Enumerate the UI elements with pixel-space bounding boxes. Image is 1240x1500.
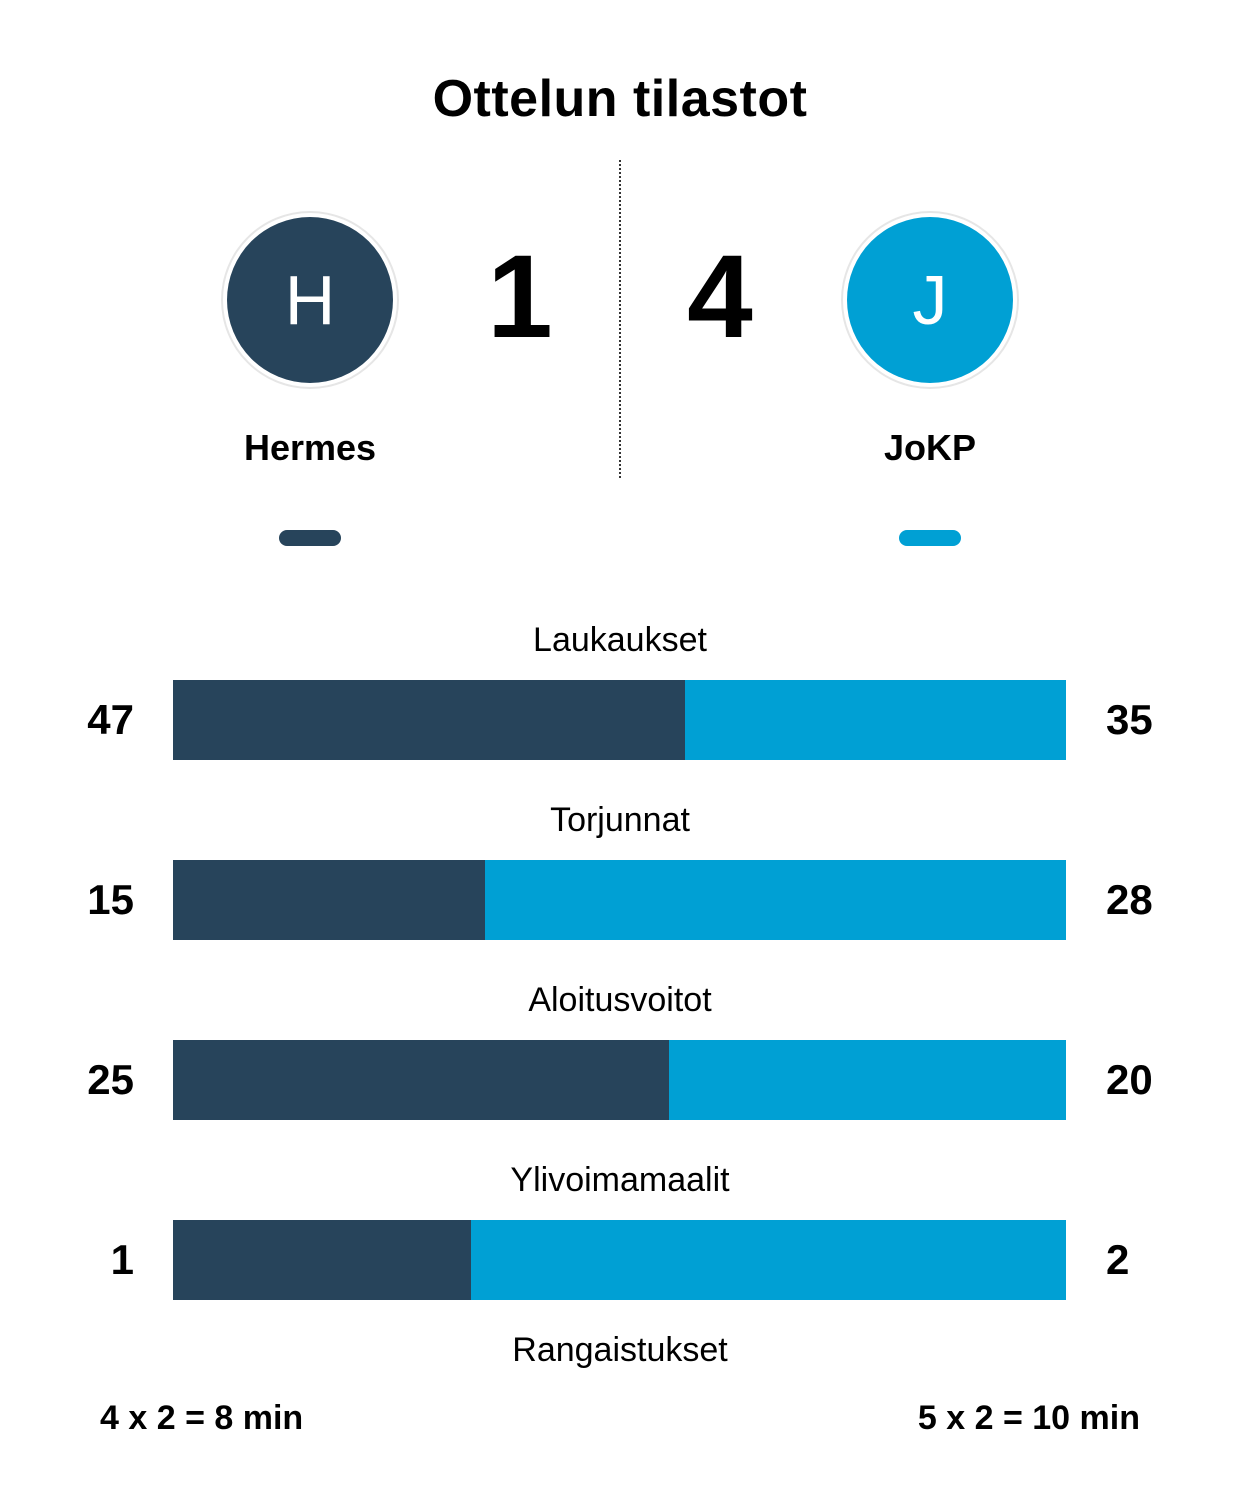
score-divider [619,160,621,478]
stat-home-value: 1 [110,1236,134,1283]
stat-bar-home-segment [173,1040,669,1120]
stat-label: Torjunnat [550,801,690,839]
stat-label: Ylivoimamaalit [510,1161,730,1199]
stat-away-value: 2 [1106,1236,1130,1283]
home-team-logo: H [227,217,393,383]
stat-home-value: 25 [87,1056,134,1103]
away-team-initial: J [912,261,948,339]
stat-bar [173,1220,1066,1300]
stat-label: Aloitusvoitot [528,981,712,1019]
stat-away-value: 28 [1106,876,1153,923]
home-color-marker [279,530,341,546]
away-color-marker [899,530,961,546]
stat-home-value: 15 [87,876,134,923]
stat-bar-home-segment [173,680,685,760]
stat-bar [173,860,1066,940]
stat-bar-away-segment [471,1220,1066,1300]
away-team-logo: J [847,217,1013,383]
home-score: 1 [487,231,553,363]
stat-bar-away-segment [485,860,1066,940]
home-team-name: Hermes [243,427,377,468]
away-score: 4 [687,231,753,363]
home-team-initial: H [284,261,336,339]
penalties-label: Rangaistukset [512,1331,728,1369]
away-penalties: 5 x 2 = 10 min [917,1399,1140,1437]
stat-bar-away-segment [669,1040,1066,1120]
stat-bar-home-segment [173,860,485,940]
stat-bar [173,680,1066,760]
away-team-name: JoKP [883,427,977,468]
stat-label: Laukaukset [533,621,707,659]
stat-bar [173,1040,1066,1120]
stat-bar-away-segment [685,680,1066,760]
page-title: Ottelun tilastot [432,70,808,128]
stat-home-value: 47 [87,696,134,743]
stat-bar-home-segment [173,1220,471,1300]
stat-away-value: 35 [1106,696,1153,743]
home-penalties: 4 x 2 = 8 min [100,1399,304,1437]
stat-away-value: 20 [1106,1056,1153,1103]
